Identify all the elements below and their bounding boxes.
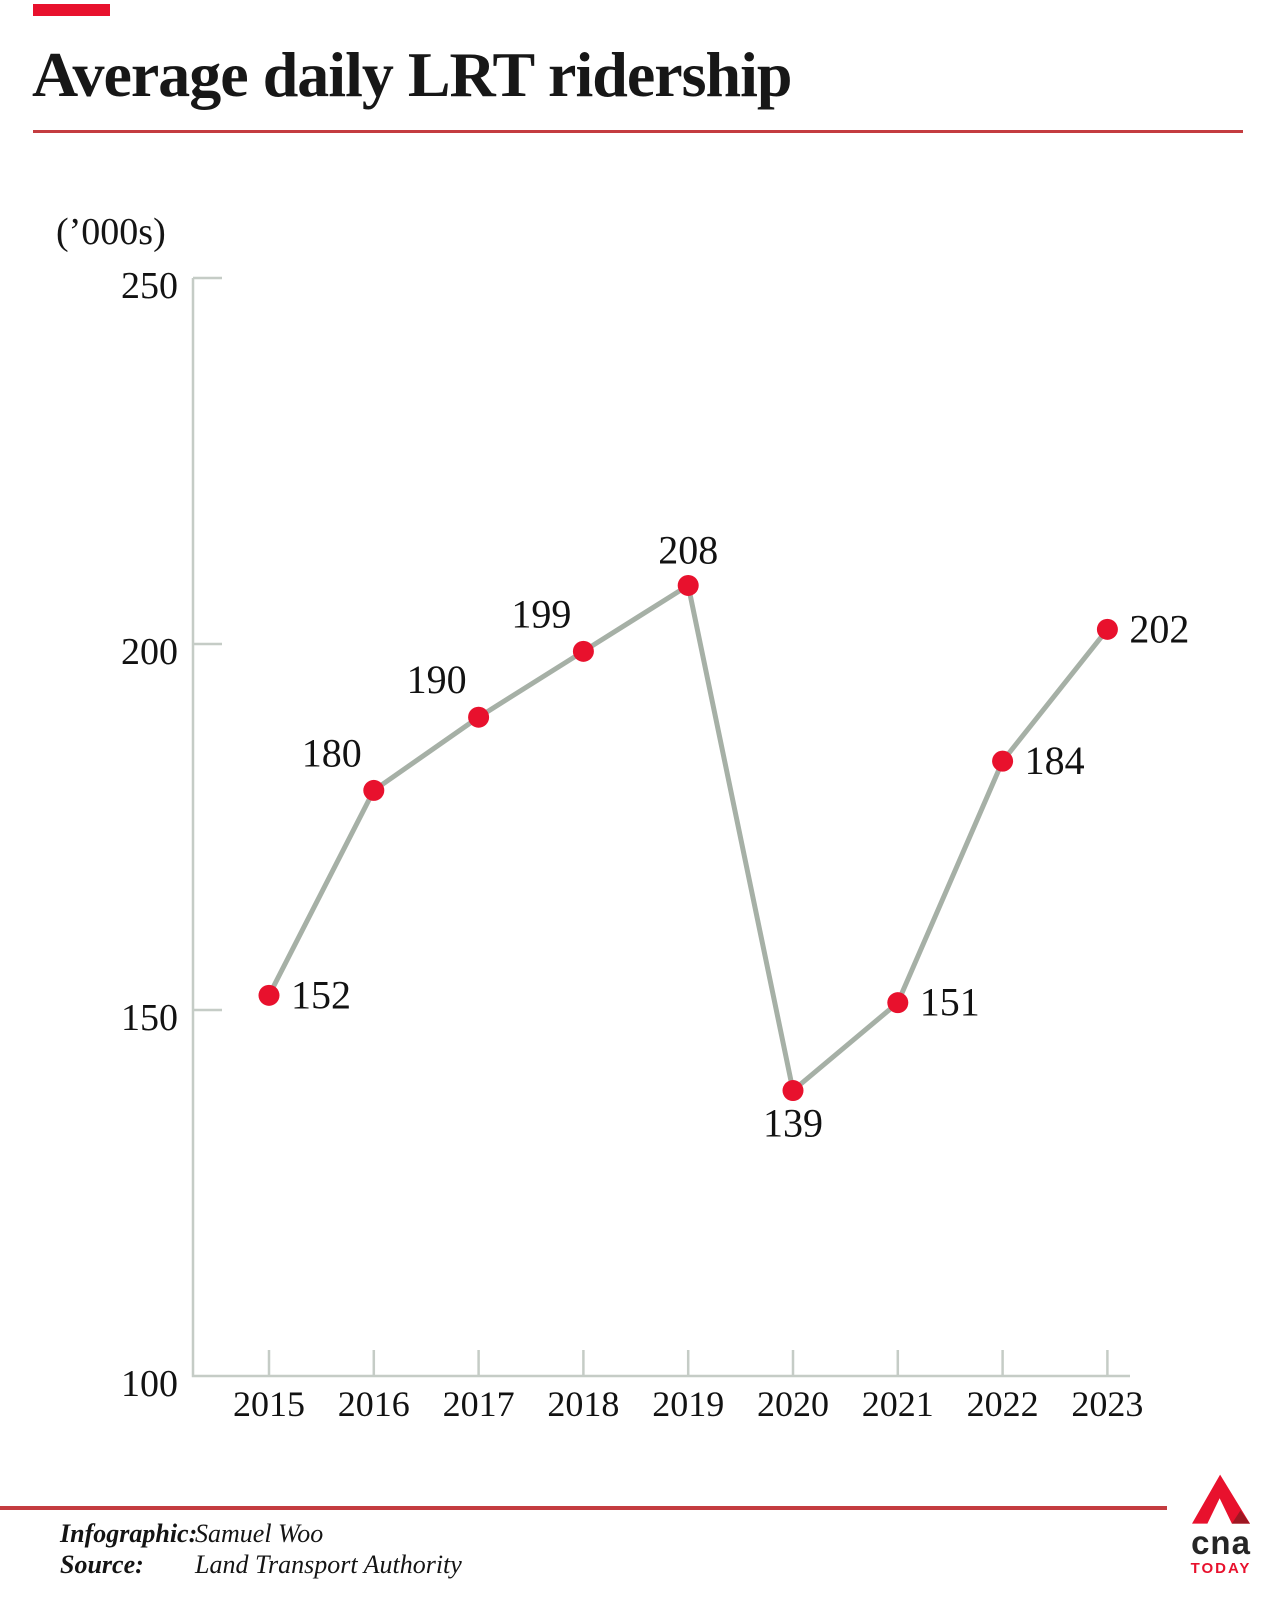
- y-axis-tick-label: 100: [121, 1363, 178, 1405]
- y-axis-tick-label: 150: [121, 997, 178, 1039]
- cna-logo: cna TODAY: [1183, 1474, 1259, 1578]
- credits: Infographic: Samuel Woo Source: Land Tra…: [60, 1518, 462, 1580]
- infographic-value: Samuel Woo: [195, 1519, 324, 1548]
- brand-accent-bar: [33, 4, 110, 16]
- data-point-2021: [887, 992, 909, 1014]
- data-point-2017: [468, 706, 490, 728]
- data-point-2023: [1096, 618, 1118, 640]
- source-value: Land Transport Authority: [195, 1550, 462, 1579]
- page-title: Average daily LRT ridership: [32, 39, 792, 110]
- data-point-2022: [992, 750, 1014, 772]
- x-axis-year-label: 2023: [1071, 1384, 1143, 1424]
- data-point-2015: [258, 984, 280, 1006]
- source-label: Source:: [60, 1550, 144, 1579]
- x-axis-year-label: 2018: [547, 1384, 619, 1424]
- data-point-value-label: 152: [291, 972, 351, 1017]
- y-axis-tick-label: 250: [121, 265, 178, 307]
- series-line: [266, 582, 1110, 1094]
- data-point-2019: [677, 574, 699, 596]
- x-axis-year-label: 2015: [233, 1384, 305, 1424]
- y-axis-unit-label: (’000s): [56, 211, 166, 253]
- data-point-value-label: 199: [511, 591, 571, 636]
- data-point-value-label: 190: [407, 657, 467, 702]
- data-point-value-label: 202: [1129, 606, 1189, 651]
- data-point-value-label: 184: [1025, 738, 1085, 783]
- axis: [191, 278, 1130, 1378]
- data-point-value-label: 151: [920, 980, 980, 1025]
- x-axis-year-label: 2017: [443, 1384, 515, 1424]
- credit-row-source: Source: Land Transport Authority: [60, 1549, 462, 1580]
- cna-logo-icon: [1192, 1474, 1250, 1524]
- x-axis-year-label: 2019: [652, 1384, 724, 1424]
- x-axis-year-label: 2021: [862, 1384, 934, 1424]
- data-point-value-label: 208: [658, 527, 718, 572]
- credit-row-infographic: Infographic: Samuel Woo: [60, 1518, 462, 1549]
- cna-logo-text: cna: [1191, 1524, 1251, 1561]
- data-point-2016: [363, 779, 385, 801]
- x-axis-year-label: 2020: [757, 1384, 829, 1424]
- data-point-value-label: 139: [763, 1101, 823, 1146]
- data-point-2020: [782, 1080, 804, 1102]
- infographic-label: Infographic:: [60, 1519, 198, 1548]
- title-divider: [33, 130, 1243, 133]
- x-axis-year-label: 2022: [967, 1384, 1039, 1424]
- x-axis-year-label: 2016: [338, 1384, 410, 1424]
- cna-logo-today-text: TODAY: [1190, 1560, 1252, 1577]
- data-point-2018: [572, 640, 594, 662]
- footer-divider: [0, 1506, 1167, 1510]
- data-point-value-label: 180: [302, 730, 362, 775]
- y-axis-tick-label: 200: [121, 631, 178, 673]
